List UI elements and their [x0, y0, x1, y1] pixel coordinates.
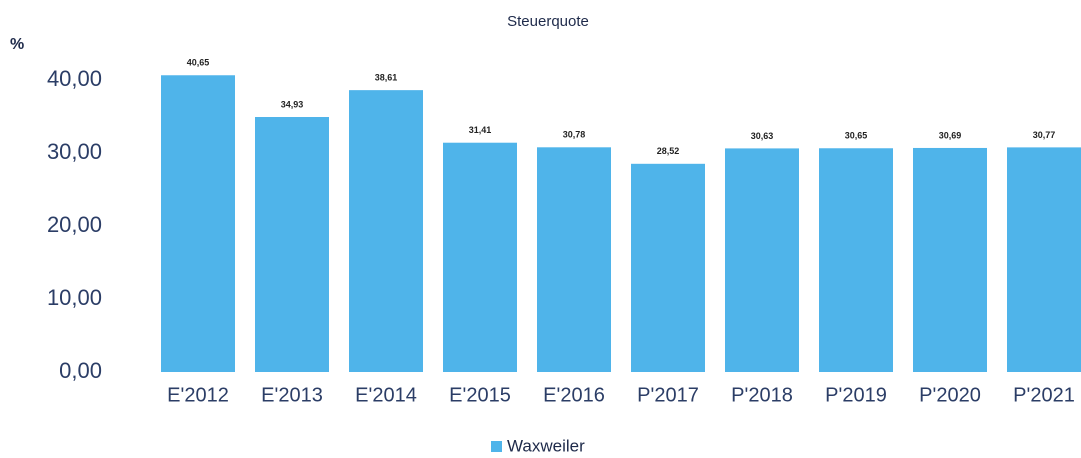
bar: [631, 163, 705, 372]
bar: [913, 147, 987, 372]
data-label: 30,65: [845, 131, 868, 141]
legend-swatch: [491, 441, 502, 452]
data-label: 30,69: [939, 130, 962, 140]
x-tick-label: P'2021: [1013, 384, 1075, 406]
bar: [725, 148, 799, 372]
x-tick-label: P'2018: [731, 384, 793, 406]
x-tick-label: P'2019: [825, 384, 887, 406]
data-label: 28,52: [657, 146, 680, 156]
data-label: 30,77: [1033, 130, 1056, 140]
data-label: 34,93: [281, 99, 304, 109]
y-tick-label: 0,00: [59, 358, 102, 383]
data-label: 30,63: [751, 131, 774, 141]
bar: [349, 90, 423, 372]
y-axis-label: %: [10, 36, 24, 53]
data-label: 40,65: [187, 58, 210, 68]
bar: [1007, 147, 1081, 372]
x-tick-label: E'2014: [355, 384, 417, 406]
x-tick-label: E'2015: [449, 384, 511, 406]
x-tick-label: P'2017: [637, 384, 699, 406]
y-tick-label: 40,00: [47, 66, 102, 91]
x-tick-label: E'2013: [261, 384, 323, 406]
bar: [255, 117, 329, 372]
x-tick-label: E'2012: [167, 384, 229, 406]
data-label: 31,41: [469, 125, 492, 135]
y-tick-label: 20,00: [47, 212, 102, 237]
y-tick-label: 10,00: [47, 285, 102, 310]
legend-label: Waxweiler: [507, 436, 585, 455]
chart-title: Steuerquote: [507, 13, 589, 30]
x-tick-label: P'2020: [919, 384, 981, 406]
bar: [161, 75, 235, 372]
bar: [537, 147, 611, 372]
data-label: 30,78: [563, 130, 586, 140]
data-label: 38,61: [375, 73, 398, 83]
y-tick-label: 30,00: [47, 139, 102, 164]
x-tick-label: E'2016: [543, 384, 605, 406]
bar: [443, 142, 517, 372]
bar: [819, 148, 893, 372]
